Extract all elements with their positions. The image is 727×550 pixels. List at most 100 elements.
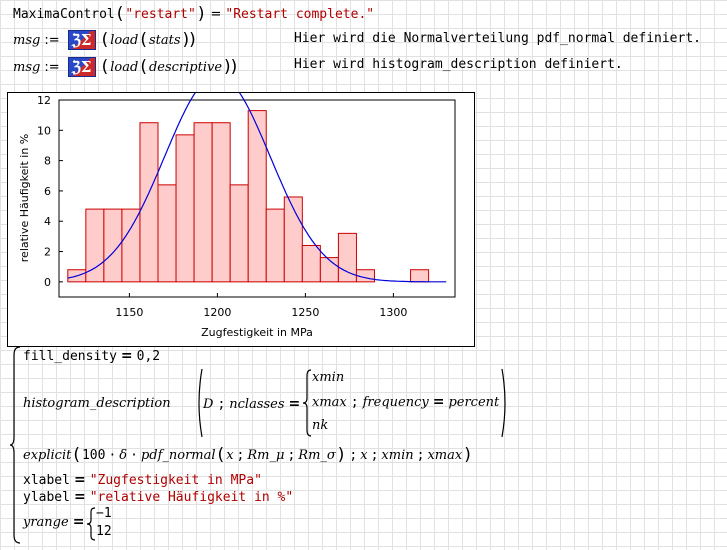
paren-right-large — [501, 368, 506, 438]
paren-open: ( — [140, 57, 147, 77]
msg-var: msg — [13, 59, 41, 75]
x-var: x — [312, 370, 320, 385]
fill-density-value: 0,2 — [136, 348, 161, 364]
r-sigma-sub: m_σ — [308, 447, 336, 463]
yrange-key: yrange — [23, 514, 69, 530]
paren-open: ( — [73, 445, 80, 465]
yrange-brace — [86, 507, 96, 541]
maxima-logo-icon: ℨΣ — [67, 30, 96, 50]
y-tick-label: 6 — [44, 185, 51, 198]
histogram-bar — [247, 110, 267, 283]
descriptive-arg: descriptive — [148, 59, 223, 75]
histogram-bar — [211, 122, 231, 283]
semicolon: ; — [416, 447, 425, 463]
k-sub: k — [320, 418, 329, 433]
paren-open: ( — [140, 30, 147, 50]
ylabel-line[interactable]: ylabel = "relative Häufigkeit in %" — [23, 489, 293, 505]
x-tick-label: 1200 — [203, 306, 231, 319]
yrange-line[interactable]: yrange = — [23, 514, 88, 530]
load-descriptive-line[interactable]: msg := ℨΣ ( load ( descriptive )) — [13, 57, 239, 77]
definition-brace — [10, 346, 21, 544]
comment-stats[interactable]: Hier wird die Normalverteilung pdf_norma… — [294, 31, 701, 46]
restart-result: "Restart complete." — [225, 6, 375, 22]
y-tick-label: 12 — [37, 94, 51, 107]
equals-sign: = — [288, 396, 301, 412]
semicolon: ; — [349, 447, 358, 463]
matrix-brace — [302, 369, 312, 437]
paren-left-large — [198, 368, 203, 438]
yrange-min: −1 — [96, 506, 112, 521]
dot-op: · — [130, 447, 138, 463]
ylabel-value: "relative Häufigkeit in %" — [89, 489, 294, 505]
paren-open: ( — [101, 30, 109, 50]
semicolon: ; — [350, 394, 359, 410]
data-D: D — [203, 396, 214, 412]
n-var: n — [312, 418, 321, 433]
nclasses-key: nclasses — [229, 396, 285, 412]
semicolon: ; — [370, 447, 379, 463]
x-var: x — [427, 447, 435, 463]
hist-args: D ; nclasses = — [203, 396, 304, 412]
load-stats-line[interactable]: msg := ℨΣ ( load ( stats )) — [13, 30, 198, 50]
matrix-xmax: x max ; frequency = percent — [312, 394, 499, 410]
normal-pdf-curve — [67, 74, 447, 283]
histogram-bar — [121, 208, 141, 283]
xmax-sub: max — [434, 447, 463, 463]
xlabel-key: xlabel — [23, 472, 70, 488]
x-tick-label: 1300 — [379, 306, 407, 319]
xlabel-line[interactable]: xlabel = "Zugfestigkeit in MPa" — [23, 472, 262, 488]
x-var: x — [360, 447, 368, 463]
maxima-control-line[interactable]: MaximaControl ( "restart" ) = "Restart c… — [13, 4, 374, 24]
equals-sign: = — [432, 394, 445, 410]
comment-descriptive[interactable]: Hier wird histogram_description definier… — [294, 57, 623, 72]
delta-var: δ — [119, 447, 128, 463]
histogram-bar — [175, 134, 195, 283]
x-var: x — [381, 447, 389, 463]
semicolon: ; — [287, 447, 296, 463]
frequency-key: frequency — [362, 394, 429, 410]
y-tick-label: 0 — [44, 276, 51, 289]
maxima-control-func: MaximaControl — [13, 6, 115, 22]
equals-sign: = — [73, 489, 86, 505]
explicit-num: 100 — [81, 447, 106, 463]
assign-op: := — [44, 59, 60, 75]
histogram-bar — [265, 208, 285, 283]
histogram-description-line[interactable]: histogram_description — [23, 396, 171, 411]
paren-close: )) — [224, 57, 238, 77]
restart-arg: "restart" — [125, 6, 196, 22]
histogram-bar — [410, 269, 430, 283]
paren-close: )) — [182, 30, 196, 50]
max-sub: max — [319, 394, 347, 410]
matrix-xmin: x min — [312, 370, 344, 385]
fill-density-line[interactable]: fill_density = 0,2 — [23, 348, 160, 364]
xmin-sub: min — [388, 447, 414, 463]
y-axis-label: relative Häufigkeit in % — [18, 134, 31, 262]
paren-open: ( — [116, 4, 124, 24]
histogram-description-fn: histogram_description — [23, 396, 171, 411]
equals-sign: = — [73, 472, 86, 488]
load-fn: load — [110, 32, 139, 48]
x-var: x — [312, 394, 320, 410]
assign-op: := — [44, 32, 60, 48]
histogram-bar — [157, 184, 177, 283]
ylabel-key: ylabel — [23, 489, 70, 505]
equals-sign: = — [210, 6, 222, 22]
y-tick-label: 8 — [44, 155, 51, 168]
histogram-chart: 12 10 8 6 4 2 0 1150 1200 1250 1300 Zugfestigkeit… — [18, 74, 456, 339]
histogram-bar — [139, 122, 159, 283]
x-var: x — [226, 447, 234, 463]
histogram-bar — [193, 122, 213, 283]
fill-density-key: fill_density — [23, 348, 117, 364]
stats-arg: stats — [148, 32, 181, 48]
paren-open: ( — [217, 445, 225, 465]
y-tick-label: 2 — [44, 246, 51, 259]
r-var: R — [247, 447, 258, 463]
yrange-max-value: 12 — [96, 524, 112, 539]
histogram-plot-region[interactable]: 12 10 8 6 4 2 0 1150 1200 1250 1300 Zugfestigkeit… — [7, 74, 475, 347]
pdf-normal-fn: pdf_normal — [140, 447, 216, 463]
semicolon: ; — [217, 396, 226, 412]
semicolon: ; — [236, 447, 245, 463]
histogram-bar — [283, 196, 303, 283]
